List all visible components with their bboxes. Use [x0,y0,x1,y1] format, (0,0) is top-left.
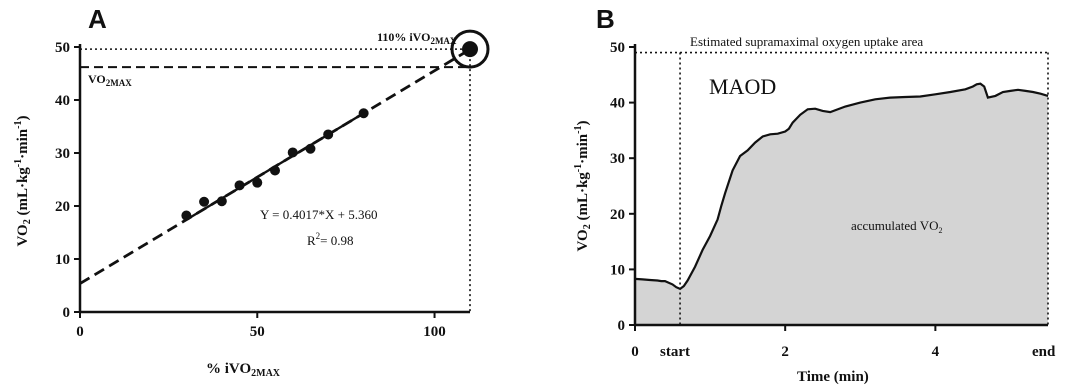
a-xtick-label: 50 [250,324,265,340]
b-area-label: accumulated VO2 [851,218,942,235]
b-ytick-label: 10 [610,262,625,278]
panel-a-axes [78,44,470,314]
a-data-point [234,180,245,191]
b-end-label: end [1032,344,1056,360]
a-ref-vo2max-label: VO2MAX [88,72,132,88]
a-data-point [305,143,316,154]
a-data-point [358,108,369,119]
a-ytick-label: 50 [55,40,70,56]
panel-b-letter: B [596,4,615,34]
a-ytick-label: 20 [55,199,70,215]
a-ytick-label: 30 [55,146,70,162]
b-title: Estimated supramaximal oxygen uptake are… [690,34,923,49]
panel-a-ticks: 0 10 20 30 40 50 0 50 100 [55,40,446,340]
a-data-point [287,147,298,158]
a-highlight-point [462,41,478,58]
a-ytick-label: 40 [55,93,70,109]
a-data-point [199,196,210,207]
b-xtick-label: 0 [631,344,639,360]
panel-b-axes [633,44,1048,327]
b-ytick-label: 0 [618,318,626,334]
a-r2: R2= 0.98 [307,231,354,248]
b-ytick-label: 40 [610,96,625,112]
b-xtick-label: 4 [932,344,940,360]
a-data-point [270,165,280,176]
a-data-point [216,196,227,207]
a-xtick-label: 0 [76,324,84,340]
a-highlight-ring [450,29,490,69]
b-maod-label: MAOD [709,74,776,99]
a-ytick-label: 10 [55,252,70,268]
a-data-point [323,129,334,140]
b-ytick-label: 50 [610,40,625,56]
b-xlabel: Time (min) [797,369,869,385]
a-ref-110-label: 110% iVO2MAX [377,30,457,46]
b-ylabel: VO2 (mL·kg-1·min-1) [573,121,593,252]
a-data-point [181,210,192,221]
b-ytick-label: 30 [610,151,625,167]
b-xtick-label: 2 [781,344,789,360]
panel-b-ticks: 0 10 20 30 40 50 0 2 4 [610,40,940,360]
b-start-label: start [660,344,690,360]
a-equation: Y = 0.4017*X + 5.360 [260,207,377,222]
b-vo2-line [634,82,1049,291]
a-ylabel: VO2 (mL·kg-1·min-1) [13,116,33,247]
a-ytick-label: 0 [63,305,71,321]
panel-a-marks [79,29,490,312]
b-accumulated-area [635,83,1048,325]
panel-b-area [634,51,1049,325]
a-xtick-label: 100 [423,324,446,340]
a-xlabel: % iVO2MAX [206,361,281,379]
b-ytick-label: 20 [610,207,625,223]
a-data-point [252,177,263,188]
panel-a-letter: A [88,4,107,34]
